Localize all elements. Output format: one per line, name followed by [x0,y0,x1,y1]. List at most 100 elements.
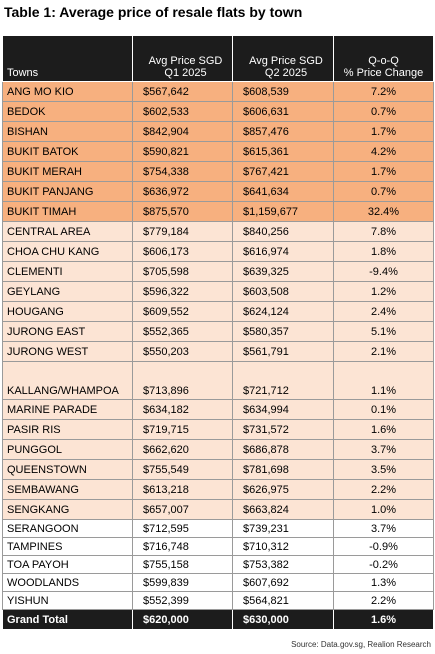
town-cell: CHOA CHU KANG [2,241,133,262]
value-cell: $712,595 [132,519,233,538]
value-cell: $731,572 [232,419,334,440]
data-row: TOA PAYOH $755,158 $753,382 -0.2% [2,555,434,574]
data-row: WOODLANDS $599,839 $607,692 1.3% [2,573,434,592]
value-cell: $550,203 [132,341,233,362]
total-cell: $630,000 [232,609,334,630]
data-row: ANG MO KIO $567,642 $608,539 7.2% [2,81,434,102]
header-text: Avg Price SGD [249,55,323,67]
town-cell: ANG MO KIO [2,81,133,102]
value-cell: 2.1% [333,341,434,362]
value-cell: $615,361 [232,141,334,162]
value-cell: $716,748 [132,537,233,556]
header-text: Q2 2025 [264,67,308,79]
value-cell: $626,975 [232,479,334,500]
value-cell: -0.2% [333,555,434,574]
data-row: BUKIT PANJANG $636,972 $641,634 0.7% [2,181,434,202]
value-cell: $739,231 [232,519,334,538]
header-row: Towns Avg Price SGD Q1 2025 Avg Price SGD Q2… [2,35,434,82]
data-row: BUKIT BATOK $590,821 $615,361 4.2% [2,141,434,162]
value-cell: 5.1% [333,321,434,342]
value-cell: $779,184 [132,221,233,242]
value-cell: $599,839 [132,573,233,592]
data-row: CLEMENTI $705,598 $639,325 -9.4% [2,261,434,282]
value-cell: 2.2% [333,591,434,610]
value-cell: 1.2% [333,281,434,302]
data-row: JURONG WEST $550,203 $561,791 2.1% [2,341,434,362]
value-cell: -0.9% [333,537,434,556]
data-row: GEYLANG $596,322 $603,508 1.2% [2,281,434,302]
town-cell: PUNGGOL [2,439,133,460]
value-cell: $567,642 [132,81,233,102]
value-cell: 0.1% [333,399,434,420]
town-cell: SERANGOON [2,519,133,538]
value-cell: $639,325 [232,261,334,282]
data-row: TAMPINES $716,748 $710,312 -0.9% [2,537,434,556]
value-cell: $842,904 [132,121,233,142]
data-row: BISHAN $842,904 $857,476 1.7% [2,121,434,142]
town-cell: SEMBAWANG [2,479,133,500]
town-cell: BUKIT TIMAH [2,201,133,222]
value-cell: $552,365 [132,321,233,342]
town-cell: CLEMENTI [2,261,133,282]
header-cell: Towns [2,35,133,82]
header-cell: Avg Price SGD Q2 2025 [232,35,334,82]
value-cell: $624,124 [232,301,334,322]
value-cell: $616,974 [232,241,334,262]
value-cell: 1.7% [333,161,434,182]
header-cell: Q-o-Q% Price Change [333,35,434,82]
header-text: % Price Change [343,67,424,79]
value-cell: $657,007 [132,499,233,520]
town-cell: JURONG WEST [2,341,133,362]
value-cell: 2.4% [333,301,434,322]
value-cell: $686,878 [232,439,334,460]
value-cell: $552,399 [132,591,233,610]
header-text: Avg Price SGD [148,55,223,67]
town-cell: QUEENSTOWN [2,459,133,480]
value-cell: $875,570 [132,201,233,222]
header-text: Towns [7,67,39,79]
town-cell: BUKIT BATOK [2,141,133,162]
value-cell: $767,421 [232,161,334,182]
value-cell: $710,312 [232,537,334,556]
value-cell: 1.6% [333,419,434,440]
town-cell: CENTRAL AREA [2,221,133,242]
data-row: CHOA CHU KANG $606,173 $616,974 1.8% [2,241,434,262]
value-cell: $719,715 [132,419,233,440]
town-cell: HOUGANG [2,301,133,322]
value-cell: $590,821 [132,141,233,162]
total-row: Grand Total $620,000 $630,000 1.6% [2,609,434,630]
value-cell: $755,158 [132,555,233,574]
header-text: Q1 2025 [164,67,207,79]
data-row: PUNGGOL $662,620 $686,878 3.7% [2,439,434,460]
value-cell: 1.3% [333,573,434,592]
town-cell: JURONG EAST [2,321,133,342]
data-row: MARINE PARADE $634,182 $634,994 0.1% [2,399,434,420]
town-cell: BUKIT MERAH [2,161,133,182]
data-row: SENGKANG $657,007 $663,824 1.0% [2,499,434,520]
value-cell: 0.7% [333,101,434,122]
value-cell: $606,173 [132,241,233,262]
data-row: SEMBAWANG $613,218 $626,975 2.2% [2,479,434,500]
data-row: SERANGOON $712,595 $739,231 3.7% [2,519,434,538]
value-cell: $840,256 [232,221,334,242]
value-cell: 7.2% [333,81,434,102]
value-cell: 0.7% [333,181,434,202]
value-cell: $857,476 [232,121,334,142]
value-cell: $580,357 [232,321,334,342]
value-cell: $634,182 [132,399,233,420]
header-cell: Avg Price SGD Q1 2025 [132,35,233,82]
data-row: QUEENSTOWN $755,549 $781,698 3.5% [2,459,434,480]
total-cell: 1.6% [333,609,434,630]
data-row: YISHUN $552,399 $564,821 2.2% [2,591,434,610]
value-cell: 3.7% [333,439,434,460]
town-cell: MARINE PARADE [2,399,133,420]
data-row: CENTRAL AREA $779,184 $840,256 7.8% [2,221,434,242]
data-row: HOUGANG $609,552 $624,124 2.4% [2,301,434,322]
value-cell: 1.0% [333,499,434,520]
value-cell: $596,322 [132,281,233,302]
value-cell: $634,994 [232,399,334,420]
value-cell: 3.5% [333,459,434,480]
value-cell: $663,824 [232,499,334,520]
value-cell: $662,620 [132,439,233,460]
